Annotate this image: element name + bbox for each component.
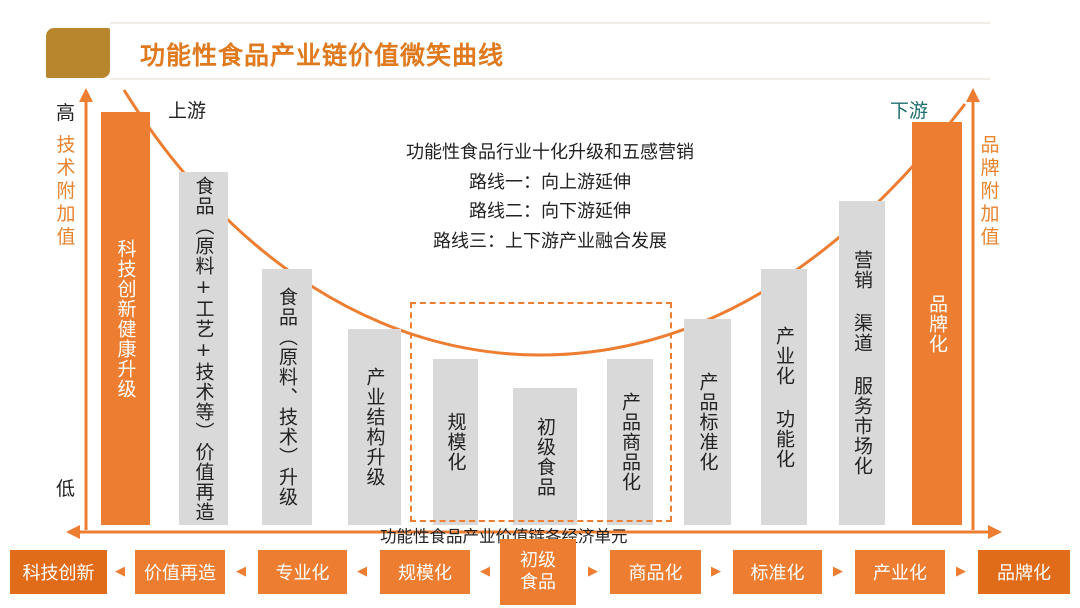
left-axis-arrowhead <box>79 88 93 102</box>
page-title: 功能性食品产业链价值微笑曲线 <box>140 41 505 70</box>
chain-arrow-left-3: ◀ <box>357 564 367 579</box>
bar-label: 食品（原料、技术）升级 <box>276 287 298 507</box>
bar-industrialization: 产业化 功能化 <box>761 269 807 525</box>
bar-marketing: 营销 渠道 服务市场化 <box>839 201 885 525</box>
baseline-left-arrowhead <box>66 525 80 539</box>
bar-commercialization: 产品商品化 <box>607 359 653 525</box>
route-two: 路线二：向下游延伸 <box>469 201 631 222</box>
chain-item-commercialization: 商品化 <box>610 550 701 594</box>
chain-item-label: 产业化 <box>873 563 927 584</box>
chain-item-label: 商品化 <box>628 563 683 584</box>
bar-food-upgrade: 食品（原料、技术）升级 <box>262 269 312 525</box>
bar-tech-innovation: 科技创新健康升级 <box>101 112 150 525</box>
chain-item-label: 科技创新 <box>22 563 95 584</box>
high-label: 高 <box>56 102 76 124</box>
chain-item-value-recreation: 价值再造 <box>135 550 225 594</box>
bar-label: 产品标准化 <box>696 372 719 472</box>
chain-arrow-right-2: ▶ <box>711 564 721 579</box>
upstream-label: 上游 <box>168 100 207 122</box>
chain-item-branding: 品牌化 <box>978 550 1070 594</box>
bar-label: 产业化 功能化 <box>773 325 795 469</box>
title-accent-block <box>46 28 110 78</box>
chain-arrow-right-3: ▶ <box>833 564 843 579</box>
route-three: 路线三：上下游产业融合发展 <box>433 230 667 252</box>
bar-label: 规模化 <box>444 412 467 472</box>
right-axis-arrowhead <box>966 88 980 102</box>
route-one: 路线一：向上游延伸 <box>469 171 631 193</box>
chain-item-tech-innovation: 科技创新 <box>10 550 107 594</box>
left-side-label: 技术附加值 <box>56 134 76 248</box>
bar-label: 产业结构升级 <box>363 367 386 487</box>
chain-item-standardization: 标准化 <box>733 550 822 594</box>
header-bottom-rule <box>110 78 990 80</box>
bar-label: 品牌化 <box>926 293 948 354</box>
chain-item-label: 专业化 <box>275 563 330 584</box>
chain-arrow-left-1: ◀ <box>115 564 125 579</box>
chain-arrow-right-4: ▶ <box>956 564 966 579</box>
middle-highlight-box <box>410 302 672 522</box>
chain-arrow-right-1: ▶ <box>588 564 598 579</box>
low-label: 低 <box>56 478 76 500</box>
chain-item-label: 价值再造 <box>144 563 216 584</box>
chain-center-line-1: 初级 <box>520 550 556 571</box>
bar-label: 产品商品化 <box>619 392 641 492</box>
bar-branding: 品牌化 <box>912 122 962 525</box>
chain-item-label: 规模化 <box>398 563 452 584</box>
routes-heading: 功能性食品行业十化升级和五感营销 <box>406 142 694 163</box>
downstream-label: 下游 <box>890 100 929 122</box>
chain-arrow-left-2: ◀ <box>236 564 246 579</box>
chain-item-label: 品牌化 <box>997 563 1051 584</box>
bar-value-recreation: 食品（原料+工艺+技术等）价值再造 <box>179 172 228 525</box>
routes-text: 功能性食品行业十化升级和五感营销 路线一：向上游延伸 路线二：向下游延伸 路线三… <box>300 138 800 256</box>
bar-scale: 规模化 <box>433 359 478 525</box>
chain-arrow-left-4: ◀ <box>480 564 490 579</box>
bar-label: 食品（原料+工艺+技术等）价值再造 <box>192 175 215 522</box>
bar-standardization: 产品标准化 <box>684 319 731 525</box>
header-top-rule <box>110 22 990 24</box>
chain-item-specialization: 专业化 <box>258 550 347 594</box>
bar-industry-structure: 产业结构升级 <box>348 329 401 525</box>
chain-center-line-2: 食品 <box>520 572 556 593</box>
baseline-right-arrowhead <box>988 525 1002 539</box>
bar-label: 初级食品 <box>534 416 556 497</box>
chain-item-industrialization: 产业化 <box>855 550 945 594</box>
bar-label: 营销 渠道 服务市场化 <box>851 250 873 476</box>
chain-item-scale: 规模化 <box>380 550 470 594</box>
chain-item-label: 标准化 <box>750 563 805 584</box>
bar-primary-food: 初级食品 <box>513 388 577 525</box>
chain-item-primary-food: 初级 食品 <box>500 539 576 605</box>
right-side-label: 品牌附加值 <box>980 134 1000 248</box>
bar-label: 科技创新健康升级 <box>114 238 137 399</box>
